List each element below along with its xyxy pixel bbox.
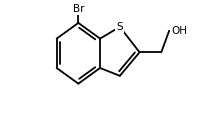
Text: Br: Br — [73, 4, 84, 14]
Text: S: S — [117, 22, 123, 32]
Text: OH: OH — [171, 26, 187, 36]
